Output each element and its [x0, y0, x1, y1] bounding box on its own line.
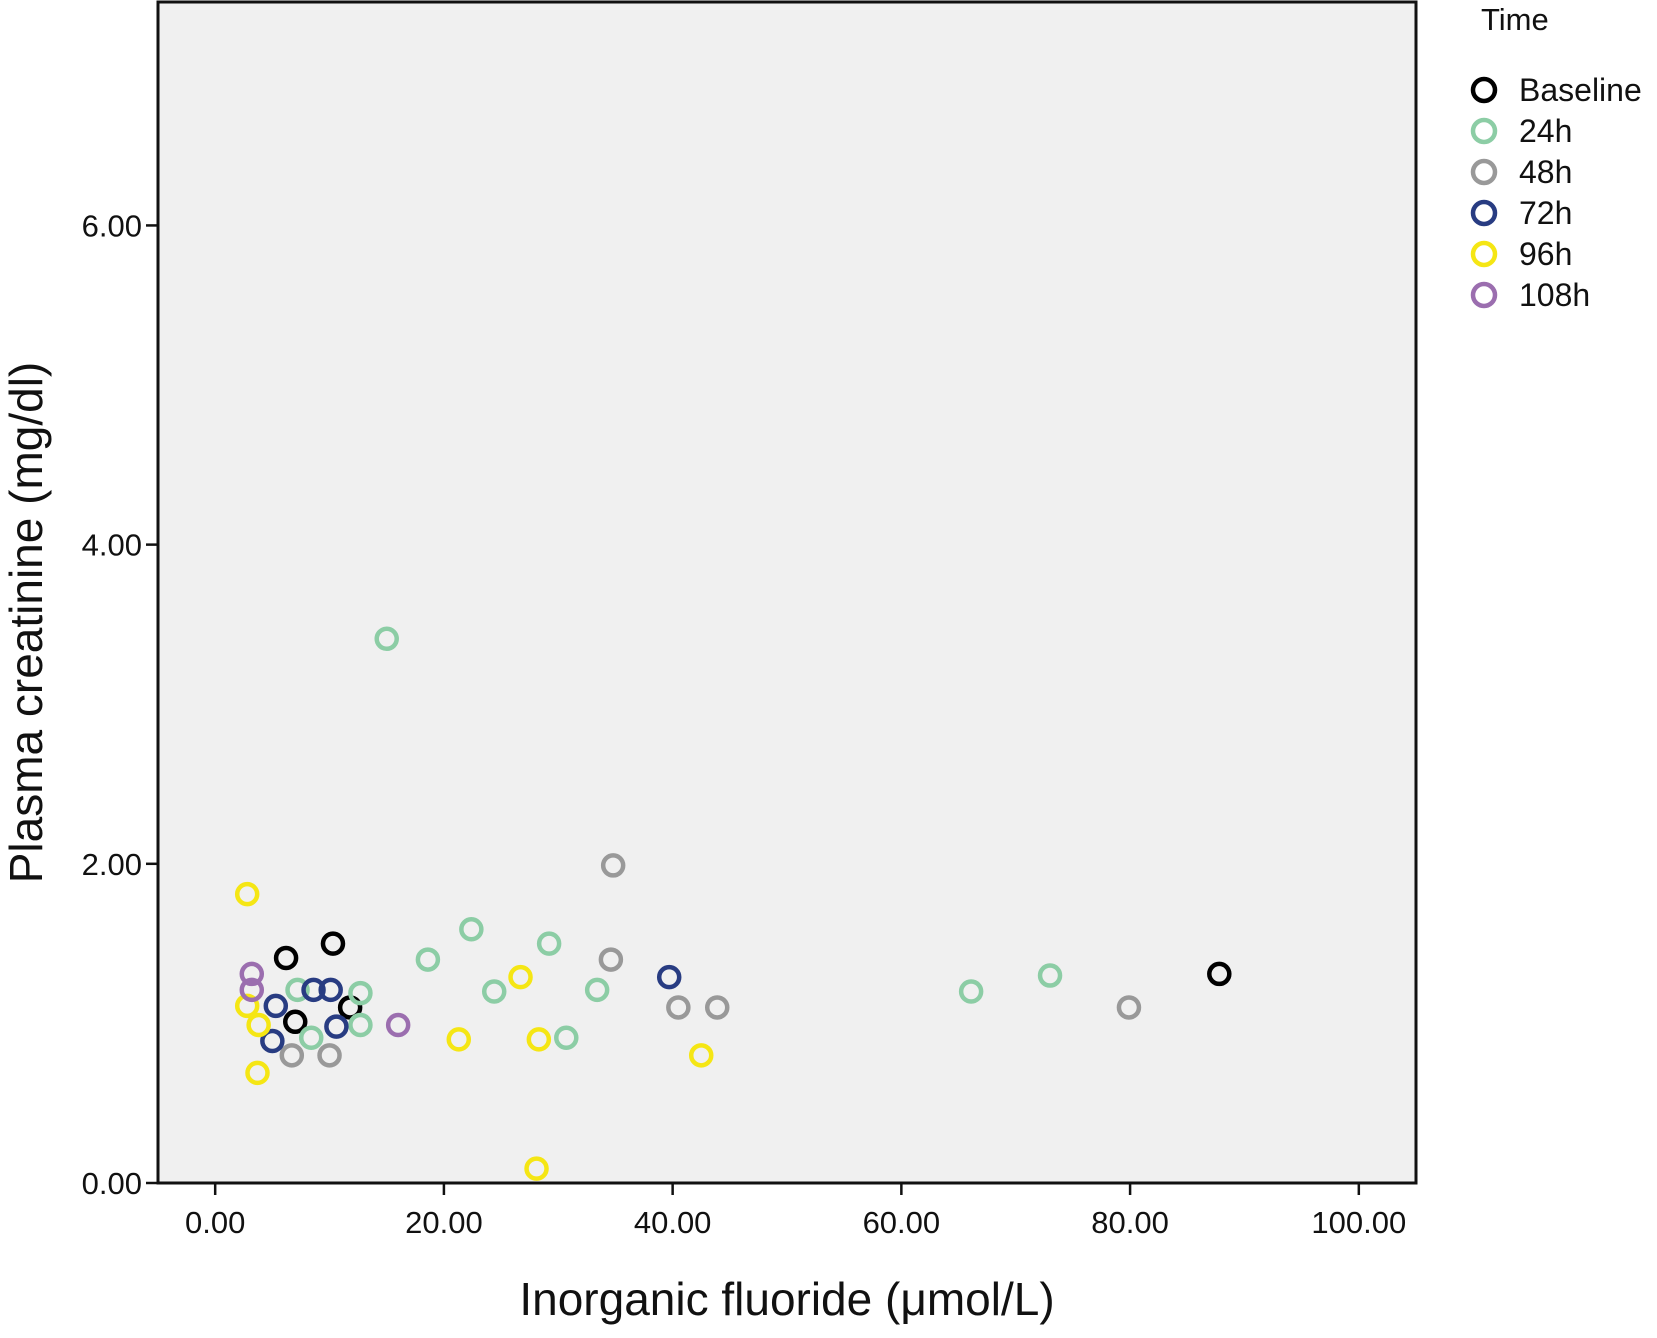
legend-marker [1470, 117, 1498, 145]
data-point [600, 853, 626, 878]
data-point [263, 993, 289, 1019]
y-tick-label: 6.00 [82, 208, 142, 243]
legend-label: 96h [1519, 236, 1572, 272]
x-tick-label: 0.00 [185, 1205, 245, 1240]
y-tick-label: 0.00 [82, 1166, 142, 1201]
legend-marker [1470, 158, 1498, 186]
legend-marker [1470, 199, 1498, 227]
legend-label: 48h [1519, 154, 1572, 190]
data-point [598, 947, 624, 972]
data-point [282, 1009, 308, 1035]
series-96h [234, 881, 714, 1181]
x-tick-label: 40.00 [634, 1205, 712, 1240]
y-axis: 0.00 2.00 4.00 6.00 [82, 208, 158, 1201]
data-points [234, 626, 1232, 1181]
series-24h [285, 626, 1063, 1051]
data-point [301, 977, 326, 1003]
x-tick-label: 60.00 [863, 1205, 941, 1240]
data-point [524, 1156, 549, 1181]
data-point [656, 964, 682, 990]
legend-marker [1470, 76, 1498, 104]
x-axis-title: Inorganic fluoride (μmol/L) [519, 1273, 1054, 1325]
data-point [1116, 995, 1142, 1020]
data-point [317, 1043, 342, 1068]
plot-area [156, 0, 1418, 1185]
data-point [239, 961, 265, 987]
data-point [260, 1028, 285, 1054]
legend-label: 108h [1519, 277, 1590, 313]
data-point [374, 626, 399, 652]
data-point [273, 945, 299, 971]
legend-label: 72h [1519, 195, 1572, 231]
data-point [1207, 961, 1232, 987]
data-point [279, 1043, 305, 1068]
data-point [385, 1012, 411, 1038]
legend: Time Baseline 24h 48h 72h 96h 108h [1470, 2, 1642, 313]
data-point [481, 979, 507, 1004]
data-point [446, 1027, 472, 1052]
data-point [508, 964, 533, 990]
data-point [234, 993, 260, 1019]
data-point [1037, 963, 1063, 988]
y-tick-label: 2.00 [82, 847, 142, 882]
data-point [234, 881, 260, 907]
series-48h [279, 853, 1142, 1068]
data-point [318, 977, 343, 1003]
data-point [415, 947, 441, 972]
data-point [688, 1043, 714, 1068]
x-axis: 0.00 20.00 40.00 60.00 80.00 100.00 [185, 1183, 1406, 1240]
data-point [526, 1027, 552, 1052]
data-point [459, 916, 484, 942]
y-axis-title: Plasma creatinine (mg/dl) [0, 362, 52, 884]
data-point [239, 977, 265, 1003]
data-point [348, 980, 373, 1006]
x-tick-label: 80.00 [1091, 1205, 1169, 1240]
data-point [704, 995, 730, 1020]
legend-label: Baseline [1519, 72, 1642, 108]
data-point [348, 1012, 373, 1038]
data-point [324, 1014, 349, 1039]
data-point [298, 1025, 324, 1051]
series-72h [260, 964, 682, 1054]
y-tick-label: 4.00 [82, 528, 142, 563]
series-108h [239, 961, 411, 1038]
data-point [320, 931, 346, 956]
legend-marker [1470, 240, 1498, 268]
x-tick-label: 100.00 [1311, 1205, 1406, 1240]
data-point [584, 977, 610, 1003]
data-point [246, 1012, 271, 1038]
legend-label: 24h [1519, 113, 1572, 149]
data-point [554, 1025, 579, 1051]
data-point [536, 931, 562, 956]
data-point [958, 979, 984, 1004]
legend-marker [1470, 281, 1498, 309]
data-point [285, 977, 310, 1003]
legend-title: Time [1481, 2, 1549, 37]
x-tick-label: 20.00 [405, 1205, 483, 1240]
data-point [666, 995, 691, 1020]
data-point [245, 1060, 270, 1086]
